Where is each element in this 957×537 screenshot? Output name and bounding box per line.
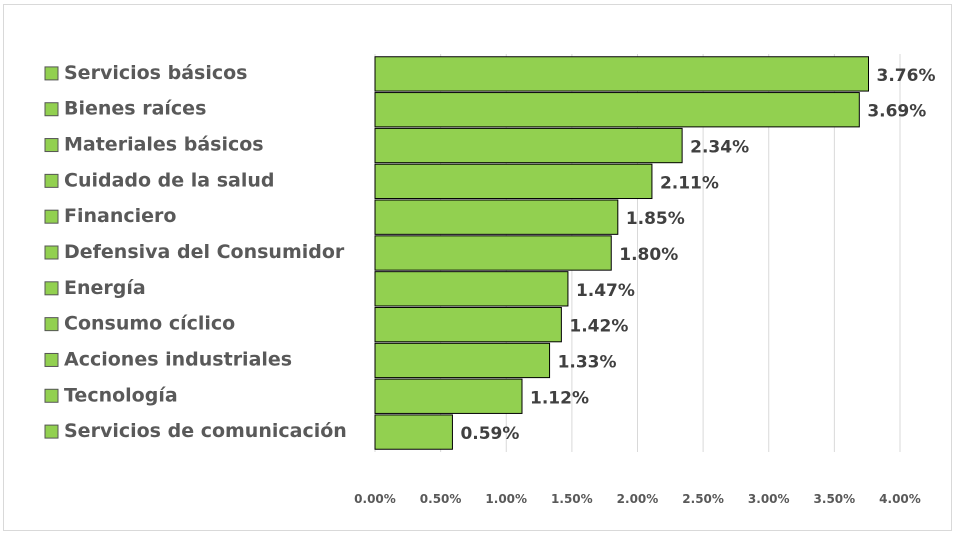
legend-swatch: [44, 317, 59, 332]
data-label: 2.34%: [690, 138, 749, 158]
data-label: 3.69%: [867, 102, 926, 122]
x-tick-label: 1.50%: [551, 492, 593, 506]
data-label: 2.11%: [660, 173, 719, 193]
legend-swatch: [44, 388, 59, 403]
category-label: Tecnología: [64, 384, 178, 406]
legend-swatch: [44, 209, 59, 224]
bar: [374, 235, 612, 271]
x-tick-label: 3.50%: [814, 492, 856, 506]
category-label: Consumo cíclico: [64, 313, 235, 335]
category-label: Financiero: [64, 205, 176, 227]
legend-swatch: [44, 352, 59, 367]
category-label: Materiales básicos: [64, 134, 264, 156]
x-tick-label: 0.50%: [420, 492, 462, 506]
category-label: Cuidado de la salud: [64, 169, 275, 191]
x-tick-label: 1.00%: [485, 492, 527, 506]
bar: [374, 306, 562, 343]
bar: [374, 414, 453, 450]
data-label: 1.80%: [619, 245, 678, 265]
legend-swatch: [44, 138, 59, 153]
legend-swatch: [44, 102, 59, 117]
data-label: 1.12%: [530, 388, 589, 408]
x-tick-label: 2.00%: [617, 492, 659, 506]
legend-swatch: [44, 66, 59, 81]
category-label: Acciones industriales: [64, 348, 292, 370]
data-label: 1.85%: [626, 209, 685, 229]
legend-swatch: [44, 245, 59, 260]
bar: [374, 92, 860, 128]
x-tick-label: 2.50%: [682, 492, 724, 506]
category-label: Servicios de comunicación: [64, 420, 347, 442]
bar: [374, 127, 683, 164]
data-label: 0.59%: [460, 424, 519, 444]
data-label: 1.47%: [576, 281, 635, 301]
data-label: 1.33%: [558, 352, 617, 372]
legend-swatch: [44, 173, 59, 188]
data-label: 3.76%: [877, 66, 936, 86]
bar: [374, 378, 523, 414]
category-label: Defensiva del Consumidor: [64, 241, 345, 263]
x-tick-label: 3.00%: [748, 492, 790, 506]
category-label: Energía: [64, 277, 146, 299]
x-tick-label: 0.00%: [354, 492, 396, 506]
bar: [374, 163, 653, 200]
bar: [374, 271, 569, 307]
category-label: Bienes raíces: [64, 98, 206, 120]
bar: [374, 342, 551, 379]
x-tick-label: 4.00%: [879, 492, 921, 506]
bar: [374, 56, 869, 92]
legend-swatch: [44, 424, 59, 439]
data-label: 1.42%: [569, 317, 628, 337]
legend-swatch: [44, 281, 59, 296]
category-label: Servicios básicos: [64, 62, 247, 84]
bar: [374, 199, 619, 235]
